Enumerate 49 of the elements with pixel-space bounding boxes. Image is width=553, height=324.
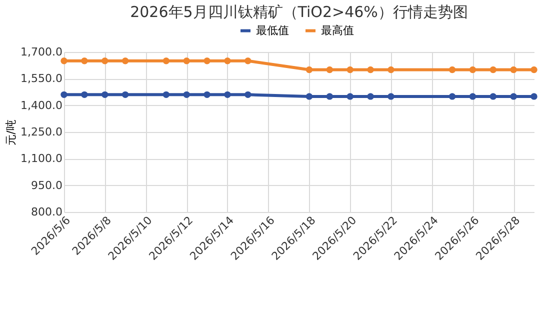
point — [224, 58, 231, 64]
point — [244, 91, 252, 98]
point — [183, 58, 190, 64]
point — [122, 91, 129, 98]
y-axis-title: 元/吨 — [4, 120, 18, 146]
point — [469, 66, 476, 74]
point — [204, 91, 210, 98]
y-tick-label: 1,250.0 — [20, 126, 62, 138]
point — [448, 93, 456, 100]
point — [448, 66, 456, 74]
point — [183, 91, 190, 98]
point — [469, 93, 476, 100]
point — [346, 93, 354, 100]
point — [102, 58, 108, 64]
point — [490, 93, 496, 100]
legend-label: 最低值 — [256, 24, 289, 37]
point — [326, 93, 334, 100]
point — [306, 66, 313, 74]
point — [81, 91, 88, 98]
y-tick-label: 800.0 — [31, 206, 62, 218]
point — [60, 58, 68, 64]
point — [162, 58, 170, 64]
point — [490, 66, 496, 74]
point — [367, 93, 374, 100]
point — [102, 91, 108, 98]
legend-label: 最高值 — [321, 24, 354, 37]
point — [122, 58, 129, 64]
point — [510, 93, 517, 100]
point — [60, 91, 68, 98]
y-tick-label: 1,400.0 — [20, 98, 62, 112]
chart-title: 2026年5月四川钛精矿（TiO2>46%）行情走势图 — [130, 3, 468, 21]
point — [244, 58, 252, 64]
point — [81, 58, 88, 64]
point — [204, 58, 210, 64]
point — [388, 66, 394, 74]
y-tick-label: 1,100.0 — [20, 152, 62, 166]
point — [530, 93, 538, 100]
y-tick-label: 1,700.0 — [20, 46, 62, 58]
point — [162, 91, 170, 98]
point — [224, 91, 231, 98]
y-tick-label: 1,550.0 — [20, 72, 62, 86]
point — [530, 66, 538, 74]
point — [388, 93, 394, 100]
point — [346, 66, 354, 74]
point — [367, 66, 374, 74]
point — [510, 66, 517, 74]
point — [306, 93, 313, 100]
y-tick-label: 950.0 — [31, 178, 62, 192]
point — [326, 66, 334, 74]
